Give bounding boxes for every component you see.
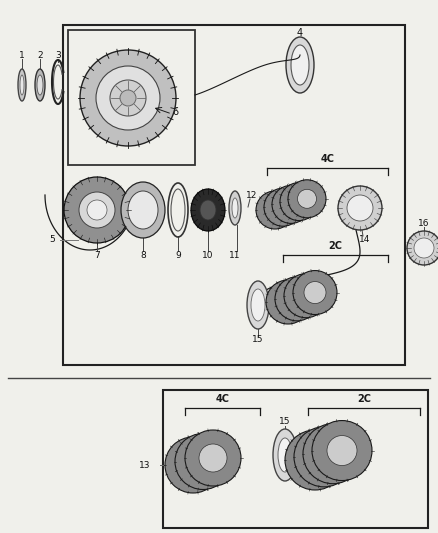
Ellipse shape [110, 80, 146, 116]
Ellipse shape [338, 186, 382, 230]
Ellipse shape [189, 448, 217, 475]
Ellipse shape [285, 430, 345, 490]
Ellipse shape [284, 274, 328, 318]
Ellipse shape [414, 238, 434, 258]
Ellipse shape [280, 183, 318, 221]
Ellipse shape [327, 435, 357, 465]
Ellipse shape [175, 433, 231, 489]
Text: 13: 13 [139, 461, 151, 470]
Ellipse shape [347, 195, 373, 221]
Text: 6: 6 [172, 107, 178, 117]
Ellipse shape [294, 427, 354, 487]
Ellipse shape [37, 75, 43, 95]
Text: 2C: 2C [328, 241, 343, 251]
Ellipse shape [185, 430, 241, 486]
Ellipse shape [247, 281, 269, 329]
Ellipse shape [264, 188, 302, 226]
Ellipse shape [272, 185, 310, 223]
Ellipse shape [303, 424, 363, 484]
Ellipse shape [291, 45, 309, 85]
Ellipse shape [35, 69, 45, 101]
Ellipse shape [256, 191, 294, 229]
Text: 1: 1 [19, 51, 25, 60]
Ellipse shape [312, 421, 372, 481]
Ellipse shape [128, 191, 158, 229]
Ellipse shape [282, 195, 300, 214]
Ellipse shape [309, 442, 339, 472]
Ellipse shape [121, 182, 165, 238]
Ellipse shape [96, 66, 160, 130]
Ellipse shape [304, 281, 326, 304]
Ellipse shape [273, 198, 293, 217]
Ellipse shape [199, 444, 227, 472]
Ellipse shape [286, 37, 314, 93]
Ellipse shape [288, 180, 326, 218]
Text: 8: 8 [140, 251, 146, 260]
Ellipse shape [295, 285, 317, 306]
Ellipse shape [275, 277, 319, 321]
Text: 7: 7 [94, 251, 100, 260]
Text: 15: 15 [279, 417, 291, 426]
Ellipse shape [265, 200, 285, 220]
Bar [68, 30, 195, 165]
Ellipse shape [293, 271, 337, 314]
Ellipse shape [290, 192, 308, 211]
Ellipse shape [120, 90, 136, 106]
Ellipse shape [229, 191, 241, 225]
Ellipse shape [87, 200, 107, 220]
Ellipse shape [191, 189, 225, 231]
Ellipse shape [200, 200, 216, 220]
Text: 10: 10 [202, 251, 214, 260]
Text: 5: 5 [49, 236, 55, 245]
Text: 11: 11 [229, 251, 241, 260]
Ellipse shape [297, 189, 317, 208]
Text: 4C: 4C [215, 394, 230, 404]
Text: 2C: 2C [357, 394, 371, 404]
Text: 15: 15 [252, 335, 264, 344]
Ellipse shape [165, 437, 221, 493]
Ellipse shape [251, 289, 265, 321]
Text: 4C: 4C [321, 154, 335, 164]
Text: 12: 12 [246, 190, 258, 199]
Text: 14: 14 [359, 236, 371, 245]
Ellipse shape [266, 280, 310, 324]
Text: 3: 3 [55, 51, 61, 60]
Bar [63, 25, 405, 365]
Ellipse shape [64, 177, 130, 243]
Ellipse shape [179, 451, 207, 479]
Text: 9: 9 [175, 251, 181, 260]
Text: 16: 16 [418, 219, 430, 228]
Ellipse shape [79, 192, 115, 228]
Ellipse shape [20, 75, 24, 95]
Ellipse shape [80, 50, 176, 146]
Text: 4: 4 [297, 28, 303, 38]
Ellipse shape [286, 288, 308, 310]
Ellipse shape [18, 69, 26, 101]
Bar [163, 390, 428, 528]
Ellipse shape [407, 231, 438, 265]
Ellipse shape [273, 429, 297, 481]
Ellipse shape [300, 445, 330, 475]
Ellipse shape [277, 291, 299, 313]
Ellipse shape [232, 198, 238, 218]
Text: 2: 2 [37, 51, 43, 60]
Ellipse shape [318, 439, 348, 469]
Ellipse shape [278, 438, 292, 472]
